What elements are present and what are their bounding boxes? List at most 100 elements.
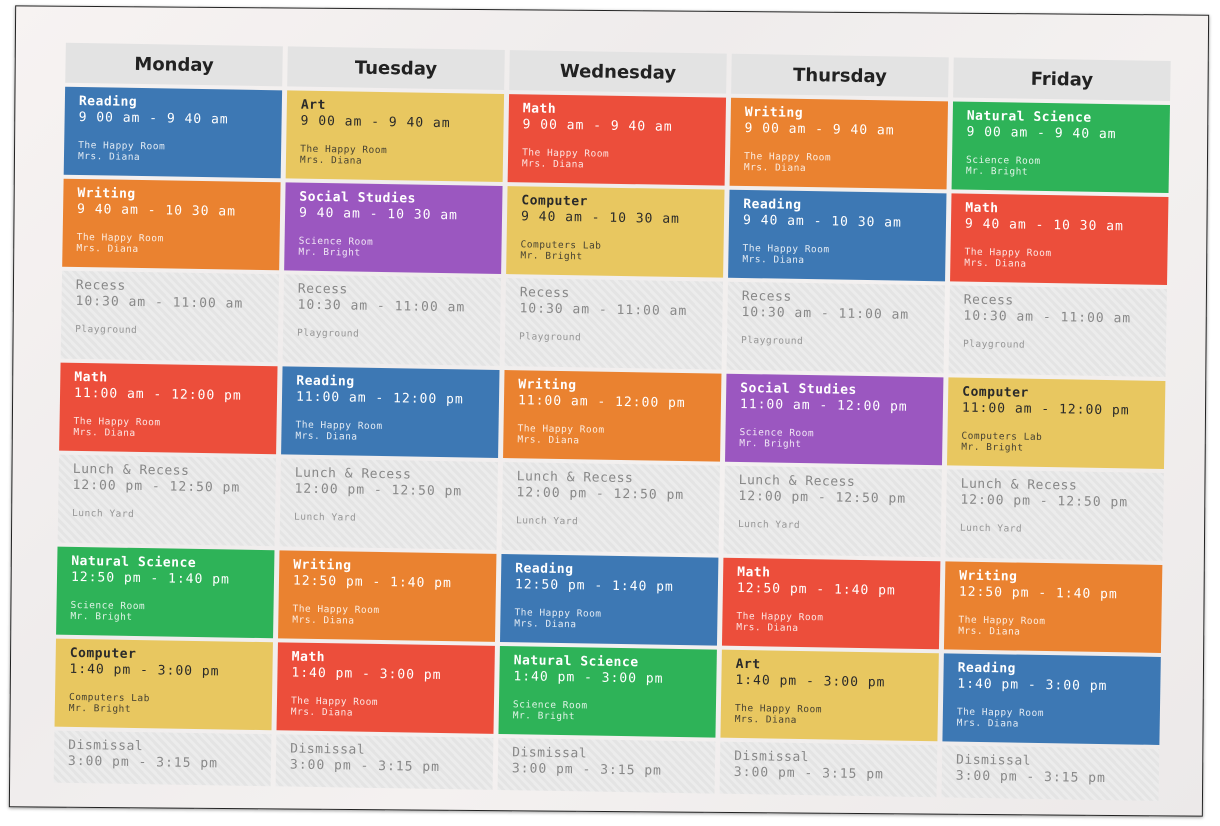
- slot-subject: Social Studies: [299, 189, 417, 207]
- slot-teacher: Mrs. Diana: [517, 434, 580, 447]
- slot-subject: Math: [74, 369, 108, 386]
- slot-teacher: Mrs. Diana: [292, 614, 355, 627]
- slot-subject: Dismissal: [68, 737, 144, 755]
- slot-teacher: Mr. Bright: [68, 702, 132, 715]
- slot-teacher: Mr. Bright: [739, 437, 802, 450]
- class-slot: Natural Science 9 00 am - 9 40 am Science …: [951, 101, 1170, 194]
- slot-time: 10:30 am - 11:00 am: [297, 297, 466, 316]
- slot-time: 12:50 pm - 1:40 pm: [292, 573, 452, 592]
- day-column-wednesday: Wednesday Math 9 00 am - 9 40 am The Happy …: [497, 50, 727, 794]
- slot-time: 12:00 pm - 12:50 pm: [738, 488, 907, 507]
- slot-teacher: Mrs. Diana: [295, 430, 358, 443]
- slot-room: Lunch Yard: [515, 515, 579, 528]
- slot-subject: Reading: [743, 196, 802, 213]
- class-slot: Reading 1:40 pm - 3:00 pm The Happy Room Mr…: [942, 653, 1161, 745]
- slot-room: Playground: [962, 338, 1026, 351]
- slot-subject: Computer: [962, 384, 1029, 401]
- slot-time: 9 40 am - 10 30 am: [964, 216, 1124, 235]
- slot-time: 1:40 pm - 3:00 pm: [69, 661, 220, 680]
- slot-time: 11:00 am - 12:00 pm: [517, 393, 686, 412]
- slot-subject: Dismissal: [734, 748, 810, 766]
- slot-room: Playground: [297, 327, 360, 340]
- slot-time: 9 00 am - 9 40 am: [744, 120, 895, 139]
- slot-teacher: Mr. Bright: [298, 246, 361, 259]
- break-slot: Dismissal 3:00 pm - 3:15 pm: [941, 745, 1160, 801]
- slot-subject: Writing: [77, 185, 136, 202]
- day-column-tuesday: Tuesday Art 9 00 am - 9 40 am The Happy Roo…: [275, 46, 505, 790]
- slot-subject: Reading: [957, 660, 1017, 677]
- slot-teacher: Mrs. Diana: [742, 253, 805, 266]
- slot-teacher: Mrs. Diana: [77, 150, 141, 163]
- slot-time: 1:40 pm - 3:00 pm: [513, 669, 664, 687]
- slot-subject: Lunch & Recess: [294, 465, 412, 483]
- weekly-timetable: Monday Reading 9 00 am - 9 40 am The Happy …: [53, 42, 1171, 801]
- class-slot: Math 11:00 am - 12:00 pm The Happy Room Mrs…: [59, 362, 278, 455]
- slot-subject: Art: [735, 656, 761, 673]
- slot-subject: Recess: [297, 281, 348, 298]
- slot-subject: Natural Science: [513, 653, 639, 671]
- slot-subject: Recess: [519, 285, 570, 302]
- slot-time: 10:30 am - 11:00 am: [519, 301, 688, 320]
- slot-teacher: Mrs. Diana: [958, 625, 1021, 638]
- break-slot: Lunch & Recess 12:00 pm - 12:50 pm Lunch Y…: [723, 465, 942, 558]
- slot-time: 12:00 pm - 12:50 pm: [516, 485, 685, 504]
- break-slot: Lunch & Recess 12:00 pm - 12:50 pm Lunch Y…: [57, 454, 277, 547]
- break-slot: Dismissal 3:00 pm - 3:15 pm: [497, 737, 716, 794]
- slot-subject: Recess: [963, 292, 1014, 309]
- slot-time: 9 40 am - 10 30 am: [298, 205, 459, 224]
- class-slot: Math 12:50 pm - 1:40 pm The Happy Room Mrs.…: [721, 557, 941, 650]
- slot-time: 10:30 am - 11:00 am: [963, 308, 1132, 327]
- class-slot: Social Studies 9 40 am - 10 30 am Science …: [284, 182, 503, 274]
- break-slot: Recess 10:30 am - 11:00 am Playground: [948, 285, 1167, 378]
- slot-time: 1:40 pm - 3:00 pm: [291, 665, 442, 684]
- slot-teacher: Mrs. Diana: [514, 618, 577, 631]
- slot-subject: Lunch & Recess: [960, 476, 1078, 494]
- slot-time: 3:00 pm - 3:15 pm: [955, 768, 1107, 787]
- class-slot: Reading 9 00 am - 9 40 am The Happy Room Mr…: [63, 86, 283, 179]
- slot-subject: Writing: [744, 104, 804, 121]
- class-slot: Writing 9 40 am - 10 30 am The Happy Room M…: [62, 178, 281, 271]
- slot-subject: Math: [965, 200, 999, 217]
- class-slot: Social Studies 11:00 am - 12:00 pm Science…: [725, 373, 944, 466]
- slot-teacher: Mr. Bright: [512, 710, 576, 723]
- slot-time: 9 00 am - 9 40 am: [78, 109, 229, 128]
- class-slot: Writing 9 00 am - 9 40 am The Happy Room Mr…: [729, 97, 949, 190]
- slot-subject: Social Studies: [740, 380, 857, 398]
- day-header: Tuesday: [287, 46, 505, 90]
- slot-time: 3:00 pm - 3:15 pm: [67, 753, 219, 772]
- slot-room: Playground: [75, 323, 138, 336]
- break-slot: Dismissal 3:00 pm - 3:15 pm: [53, 730, 272, 787]
- day-column-monday: Monday Reading 9 00 am - 9 40 am The Happy …: [53, 42, 283, 787]
- break-slot: Dismissal 3:00 pm - 3:15 pm: [719, 741, 938, 798]
- slot-subject: Dismissal: [955, 752, 1032, 769]
- slot-subject: Writing: [518, 377, 577, 394]
- slot-time: 12:50 pm - 1:40 pm: [514, 577, 674, 595]
- class-slot: Natural Science 12:50 pm - 1:40 pm Science…: [56, 546, 275, 639]
- slot-teacher: Mr. Bright: [961, 441, 1024, 454]
- slot-time: 9 00 am - 9 40 am: [522, 117, 673, 135]
- break-slot: Lunch & Recess 12:00 pm - 12:50 pm Lunch Y…: [279, 458, 498, 550]
- class-slot: Writing 12:50 pm - 1:40 pm The Happy Room M…: [278, 550, 497, 642]
- slot-time: 12:00 pm - 12:50 pm: [960, 492, 1129, 511]
- slot-time: 3:00 pm - 3:15 pm: [733, 764, 885, 783]
- break-slot: Lunch & Recess 12:00 pm - 12:50 pm Lunch Y…: [945, 469, 1164, 561]
- slot-subject: Computer: [521, 193, 589, 210]
- slot-time: 9 40 am - 10 30 am: [520, 209, 681, 227]
- slot-subject: Writing: [959, 568, 1018, 585]
- day-column-thursday: Thursday Writing 9 00 am - 9 40 am The Happ…: [719, 53, 949, 798]
- class-slot: Writing 11:00 am - 12:00 pm The Happy Room…: [503, 370, 722, 462]
- slot-subject: Lunch & Recess: [738, 472, 856, 490]
- slot-time: 12:50 pm - 1:40 pm: [958, 584, 1118, 603]
- slot-time: 10:30 am - 11:00 am: [75, 293, 244, 312]
- slot-room: Lunch Yard: [293, 511, 357, 524]
- class-slot: Reading 11:00 am - 12:00 pm The Happy Room…: [281, 366, 500, 458]
- slot-subject: Dismissal: [290, 741, 366, 758]
- slot-time: 3:00 pm - 3:15 pm: [511, 761, 663, 779]
- slot-room: Lunch Yard: [959, 522, 1023, 535]
- class-slot: Art 9 00 am - 9 40 am The Happy Room Mrs. D…: [285, 90, 505, 182]
- class-slot: Writing 12:50 pm - 1:40 pm The Happy Room M…: [943, 561, 1163, 653]
- slot-time: 12:00 pm - 12:50 pm: [72, 477, 241, 496]
- break-slot: Recess 10:30 am - 11:00 am Playground: [60, 270, 280, 363]
- slot-time: 1:40 pm - 3:00 pm: [735, 672, 886, 691]
- class-slot: Computer 9 40 am - 10 30 am Computers Lab M…: [506, 186, 725, 278]
